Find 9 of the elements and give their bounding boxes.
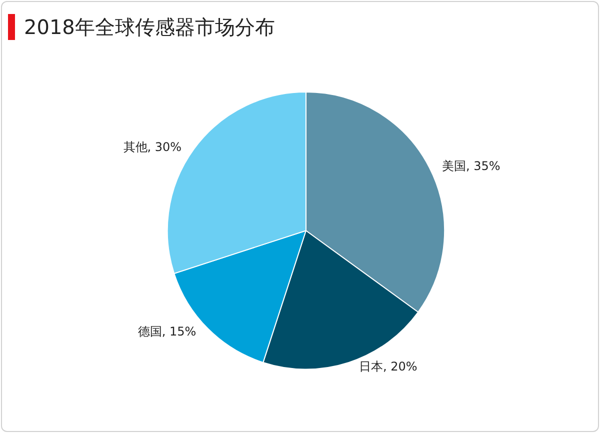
slice-label: 日本 [359,359,384,374]
chart-title: 2018年全球传感器市场分布 [24,14,275,40]
slice-label: 德国 [138,324,162,338]
data-label: , 20% [383,359,418,374]
data-label: , 15% [162,324,196,338]
slice-label: 其他 [123,140,148,154]
data-label: , 35% [466,158,500,173]
data-label: , 30% [147,140,182,154]
slice-label: 美国 [442,158,466,173]
